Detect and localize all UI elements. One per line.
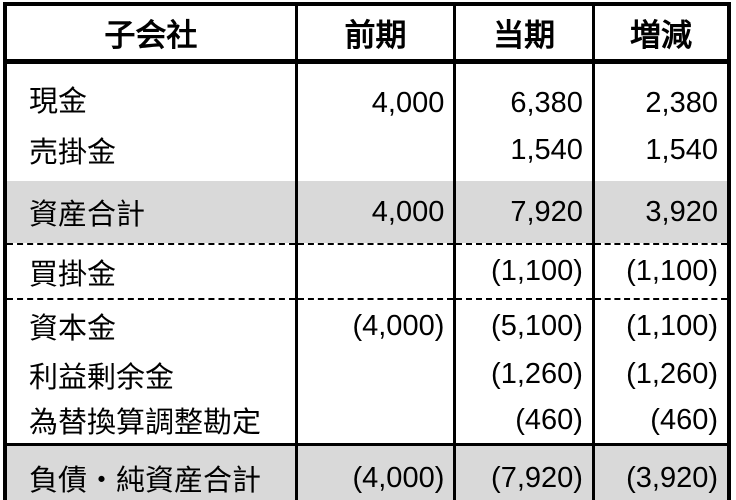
cell-prev (294, 244, 457, 300)
balance-sheet-table: 子会社 前期 当期 増減 現金 4,000 6,380 2,380 売掛金 1,… (3, 2, 731, 500)
table-row-fx-translation-adjustment: 為替換算調整勘定 (460) (460) (5, 397, 729, 446)
cell-curr: (7,920) (453, 444, 595, 500)
cell-diff: 2,380 (591, 61, 729, 127)
table-row-total-liabilities-net-assets: 負債・純資産合計 (4,000) (7,920) (3,920) (5, 444, 729, 500)
cell-curr: (5,100) (453, 299, 595, 352)
cell-prev: (4,000) (294, 444, 457, 500)
cell-diff: (1,100) (591, 244, 729, 300)
table-row-accounts-receivable: 売掛金 1,540 1,540 (5, 127, 729, 181)
cell-diff: (3,920) (591, 444, 729, 500)
cell-prev (294, 397, 457, 446)
header-row: 子会社 前期 当期 増減 (5, 4, 729, 64)
col-header-subsidiary: 子会社 (5, 4, 298, 64)
cell-curr: (460) (453, 397, 595, 446)
table-row-cash: 現金 4,000 6,380 2,380 (5, 61, 729, 127)
cell-curr: 7,920 (453, 181, 595, 245)
row-label: 負債・純資産合計 (5, 444, 298, 500)
table-header: 子会社 前期 当期 増減 (5, 4, 729, 64)
row-label: 資産合計 (5, 181, 298, 245)
cell-curr: 6,380 (453, 61, 595, 127)
row-label: 為替換算調整勘定 (5, 397, 298, 446)
cell-prev: 4,000 (294, 61, 457, 127)
cell-prev (294, 127, 457, 181)
cell-diff: 3,920 (591, 181, 729, 245)
col-header-curr-period: 当期 (453, 4, 595, 64)
cell-prev (294, 352, 457, 397)
table-row-retained-earnings: 利益剰余金 (1,260) (1,260) (5, 352, 729, 397)
table-row-capital-stock: 資本金 (4,000) (5,100) (1,100) (5, 299, 729, 352)
cell-curr: 1,540 (453, 127, 595, 181)
table-row-total-assets: 資産合計 4,000 7,920 3,920 (5, 181, 729, 245)
row-label: 売掛金 (5, 127, 298, 181)
table-row-accounts-payable: 買掛金 (1,100) (1,100) (5, 244, 729, 300)
cell-prev: 4,000 (294, 181, 457, 245)
cell-diff: 1,540 (591, 127, 729, 181)
col-header-change: 増減 (591, 4, 729, 64)
cell-curr: (1,100) (453, 244, 595, 300)
cell-diff: (460) (591, 397, 729, 446)
cell-diff: (1,260) (591, 352, 729, 397)
cell-curr: (1,260) (453, 352, 595, 397)
col-header-prev-period: 前期 (294, 4, 457, 64)
row-label: 現金 (5, 61, 298, 127)
cell-diff: (1,100) (591, 299, 729, 352)
cell-prev: (4,000) (294, 299, 457, 352)
row-label: 買掛金 (5, 244, 298, 300)
row-label: 資本金 (5, 299, 298, 352)
table-body: 現金 4,000 6,380 2,380 売掛金 1,540 1,540 資産合… (5, 61, 729, 500)
row-label: 利益剰余金 (5, 352, 298, 397)
